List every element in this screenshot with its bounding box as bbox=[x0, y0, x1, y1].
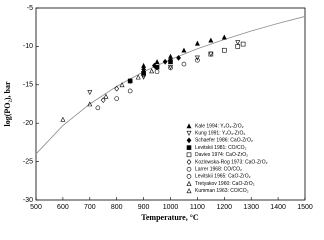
marker bbox=[114, 85, 120, 92]
legend-label: Kung 1991: Y₂O₃-ZrO₂ bbox=[195, 131, 245, 137]
legend-marker bbox=[186, 180, 192, 186]
marker bbox=[168, 64, 173, 70]
x-tick-label: 1400 bbox=[270, 204, 286, 211]
y-tick-label: -10 bbox=[23, 43, 33, 50]
legend-box bbox=[183, 122, 301, 197]
marker bbox=[95, 105, 101, 111]
y-tick-label: -15 bbox=[23, 82, 33, 89]
legend-marker bbox=[186, 145, 192, 150]
marker bbox=[168, 65, 173, 71]
legend-label: Tretyakov 1960: CaO-ZrO₂ bbox=[195, 181, 255, 187]
marker bbox=[154, 59, 160, 65]
x-tick-label: 600 bbox=[57, 204, 69, 211]
marker bbox=[194, 40, 200, 46]
x-tick-label: 1000 bbox=[163, 204, 179, 211]
marker bbox=[127, 78, 133, 84]
y-tick-label: -30 bbox=[23, 197, 33, 204]
x-tick-label: 500 bbox=[30, 204, 42, 211]
legend-marker bbox=[186, 166, 192, 172]
marker bbox=[181, 47, 187, 53]
legend-label: Kozlowska-Rog 1973: CaO-ZrO₂ bbox=[195, 159, 268, 165]
marker bbox=[87, 90, 93, 96]
marker bbox=[114, 96, 119, 101]
marker bbox=[103, 93, 109, 99]
marker bbox=[119, 82, 125, 88]
x-tick-label: 1100 bbox=[190, 204, 205, 211]
marker bbox=[208, 51, 214, 57]
marker bbox=[141, 70, 146, 76]
marker bbox=[222, 47, 227, 53]
legend-label: Kumman 1963: CO/CO₂ bbox=[195, 188, 249, 194]
y-tick-label: -20 bbox=[23, 120, 33, 127]
marker bbox=[194, 55, 200, 61]
x-tick-label: 1200 bbox=[217, 204, 233, 211]
marker bbox=[176, 55, 181, 61]
legend-marker bbox=[186, 174, 192, 179]
marker bbox=[235, 44, 241, 49]
legend-label: Levitskii 1965: CaO-ZrO₂ bbox=[195, 174, 251, 180]
legend-marker bbox=[186, 188, 192, 194]
legend-label: Larrer 1968: CO/CO₂ bbox=[195, 167, 242, 173]
x-tick-label: 1300 bbox=[243, 204, 259, 211]
marker bbox=[149, 68, 155, 74]
y-axis-label: log(PO₂), bar bbox=[3, 81, 12, 127]
marker bbox=[195, 57, 200, 63]
legend-marker bbox=[186, 130, 192, 136]
marker bbox=[141, 71, 146, 78]
marker bbox=[240, 41, 246, 47]
marker bbox=[181, 61, 187, 67]
y-tick-label: -25 bbox=[23, 158, 33, 165]
chart: Temperature, °C log(PO₂), bar 500 600 700 8… bbox=[3, 5, 313, 222]
marker bbox=[208, 37, 214, 43]
x-axis-label: Temperature, °C bbox=[141, 213, 199, 222]
x-tick-label: 1500 bbox=[297, 204, 313, 211]
legend-label: Levitskii 1981: CO/CO₂ bbox=[195, 145, 246, 151]
marker bbox=[100, 97, 106, 104]
legend-marker bbox=[186, 159, 192, 165]
legend-marker bbox=[186, 152, 192, 158]
x-tick-label: 900 bbox=[138, 204, 150, 211]
marker bbox=[208, 51, 214, 57]
marker bbox=[87, 101, 93, 107]
marker bbox=[168, 59, 173, 65]
legend-label: Davies 1974: CaO-ZrO₂ bbox=[195, 152, 248, 158]
legend-marker bbox=[186, 137, 192, 144]
marker bbox=[235, 40, 241, 46]
marker bbox=[221, 34, 227, 40]
legend-label: Schaefer 1986: CaO-ZrO₂ bbox=[195, 138, 253, 144]
marker bbox=[154, 69, 160, 75]
marker bbox=[154, 64, 160, 70]
legend-marker bbox=[186, 123, 192, 129]
x-tick-label: 700 bbox=[84, 204, 96, 211]
marker bbox=[127, 78, 133, 84]
marker bbox=[162, 58, 168, 65]
x-tick-label: 800 bbox=[111, 204, 123, 211]
marker bbox=[135, 74, 141, 80]
y-tick-label: -5 bbox=[27, 5, 33, 12]
marker bbox=[151, 62, 157, 69]
marker bbox=[127, 88, 133, 94]
marker bbox=[60, 116, 66, 122]
legend-label: Kale 1994: Y₂O₃-ZrO₂ bbox=[195, 123, 244, 129]
